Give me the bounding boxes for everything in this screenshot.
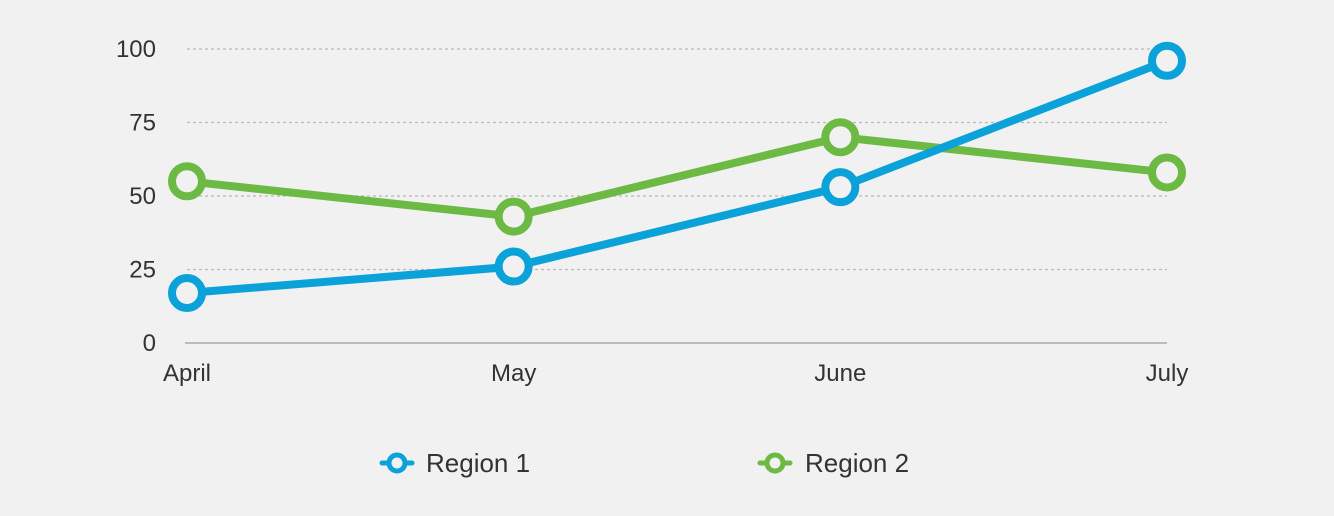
legend: Region 1 Region 2 — [379, 448, 909, 478]
data-point-region-1 — [494, 247, 533, 286]
data-point-region-2 — [494, 197, 533, 236]
y-tick-label: 0 — [143, 330, 156, 357]
data-point-region-1 — [821, 168, 860, 207]
data-point-region-1 — [168, 274, 206, 313]
data-point-region-2 — [821, 118, 860, 157]
y-tick-label: 50 — [129, 183, 156, 210]
series-line-region-1 — [183, 56, 1171, 298]
series-layer — [168, 41, 1186, 313]
x-tick-label: May — [491, 360, 536, 387]
legend-marker-region-2 — [764, 452, 786, 474]
legend-label-region-2: Region 2 — [805, 448, 909, 478]
data-point-region-2 — [1148, 153, 1186, 192]
legend-label-region-1: Region 1 — [426, 448, 530, 478]
series-line-region-2 — [183, 133, 1171, 221]
data-point-region-1 — [1148, 41, 1186, 80]
data-point-region-2 — [168, 162, 206, 201]
y-tick-label: 25 — [129, 257, 156, 284]
x-tick-label: April — [163, 360, 211, 387]
legend-marker-region-1 — [386, 452, 408, 474]
x-tick-label: July — [1146, 360, 1189, 387]
x-tick-label: June — [814, 360, 866, 387]
y-tick-label: 100 — [116, 36, 156, 63]
y-tick-label: 75 — [129, 110, 156, 137]
axis-layer: 0 25 50 75 100 April May June July — [116, 36, 1188, 387]
